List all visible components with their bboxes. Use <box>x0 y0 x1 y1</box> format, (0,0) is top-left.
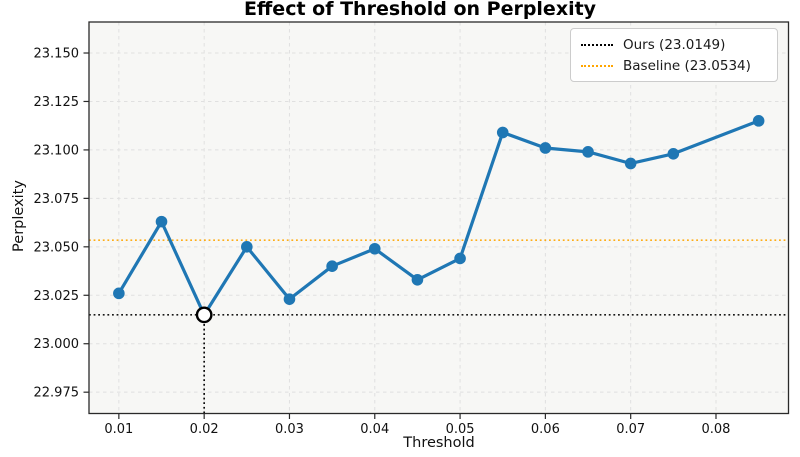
data-point-marker <box>454 252 466 265</box>
y-tick-label: 22.975 <box>34 386 80 401</box>
legend-item-baseline: Baseline (23.0534) <box>581 55 767 76</box>
data-point-marker <box>496 126 509 139</box>
data-point-marker <box>539 142 552 154</box>
data-point-marker <box>667 147 680 160</box>
data-point-marker <box>368 242 381 255</box>
chart-title: Effect of Threshold on Perplexity <box>243 0 597 20</box>
x-tick-label: 0.06 <box>531 422 560 437</box>
x-tick-label: 0.05 <box>446 422 475 437</box>
y-tick-label: 23.100 <box>34 143 80 158</box>
data-point-marker <box>326 260 338 273</box>
y-tick-label: 23.150 <box>34 47 80 62</box>
x-axis-label: Threshold <box>403 435 475 451</box>
data-point-marker <box>241 241 253 253</box>
data-point-marker <box>113 287 125 300</box>
data-point-marker <box>411 273 424 286</box>
y-tick-label: 23.025 <box>34 289 80 304</box>
legend-item-ours: Ours (23.0149) <box>581 34 767 55</box>
x-tick-label: 0.03 <box>275 422 304 437</box>
x-tick-label: 0.04 <box>360 422 389 437</box>
x-tick-label: 0.02 <box>190 422 219 437</box>
legend-label-ours: Ours (23.0149) <box>623 36 726 53</box>
y-tick-label: 23.000 <box>34 337 80 352</box>
data-point-marker <box>752 115 765 127</box>
data-point-marker <box>582 146 594 158</box>
y-axis-label: Perplexity <box>11 180 27 252</box>
data-point-marker <box>155 215 168 228</box>
x-tick-label: 0.07 <box>616 422 645 437</box>
data-point-marker <box>283 293 296 305</box>
baseline-dotted-line-swatch <box>581 64 613 67</box>
axes-background <box>89 22 789 414</box>
legend-label-baseline: Baseline (23.0534) <box>623 57 751 74</box>
y-tick-label: 23.050 <box>34 240 80 255</box>
x-tick-label: 0.01 <box>104 422 133 437</box>
x-tick-label: 0.08 <box>702 422 731 437</box>
axes-spines <box>88 21 790 415</box>
data-point-marker <box>624 157 637 170</box>
legend: Ours (23.0149) Baseline (23.0534) <box>570 28 778 82</box>
ours-dotted-line-swatch <box>581 43 613 46</box>
y-tick-label: 23.125 <box>34 95 80 110</box>
y-tick-label: 23.075 <box>34 192 80 207</box>
highlight-point-marker <box>195 306 213 324</box>
